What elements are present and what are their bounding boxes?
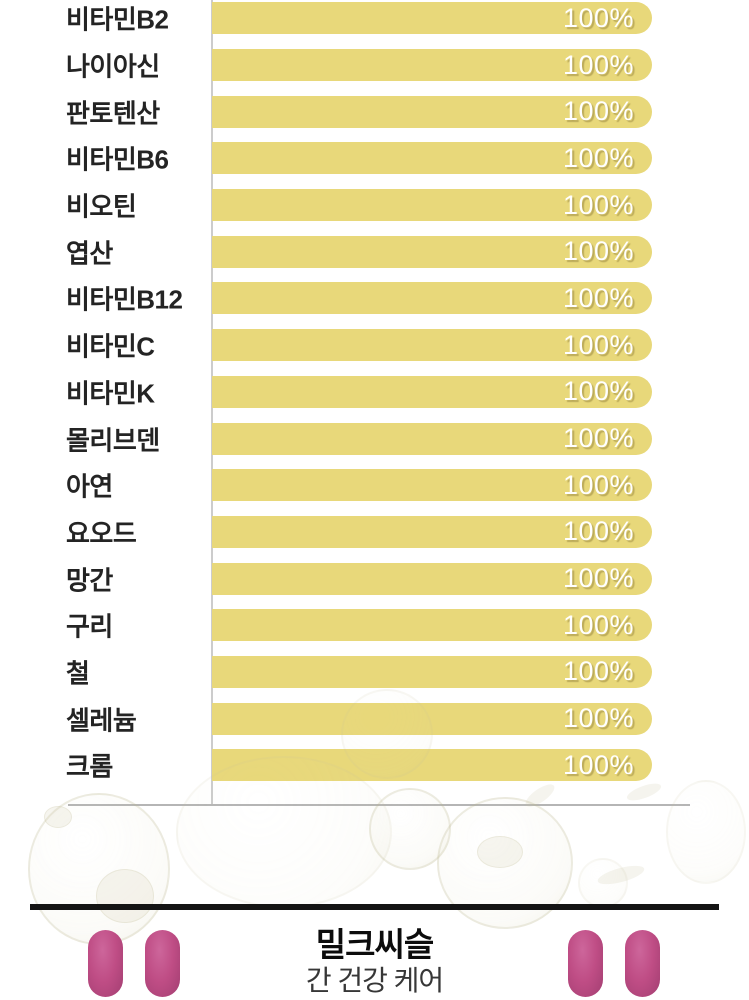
nutrient-value: 100%: [562, 96, 634, 127]
nutrient-label: 망간: [66, 565, 113, 596]
nutrient-value: 100%: [562, 749, 634, 780]
nutrient-label: 철: [66, 658, 90, 689]
nutrient-label: 비타민B2: [66, 4, 169, 35]
nutrient-label: 몰리브덴: [66, 425, 160, 456]
nutrient-bar: 100%: [212, 329, 652, 362]
nutrient-value: 100%: [562, 423, 634, 454]
chart-row: 비타민K 100%: [0, 369, 749, 416]
product-subtitle: 간 건강 케어: [305, 965, 444, 996]
nutrient-value: 100%: [562, 329, 634, 360]
nutrient-value: 100%: [562, 563, 634, 594]
nutrient-bar: 100%: [212, 749, 652, 782]
nutrient-bar: 100%: [212, 95, 652, 128]
chart-row: 아연 100%: [0, 462, 749, 509]
nutrient-label: 요오드: [66, 518, 137, 549]
pill-icon: [568, 930, 603, 997]
nutrient-value: 100%: [562, 282, 634, 313]
nutrient-label: 크롬: [66, 751, 113, 782]
nutrient-bar: 100%: [212, 702, 652, 735]
nutrient-label: 아연: [66, 471, 113, 502]
nutrient-value: 100%: [562, 469, 634, 500]
chart-row: 비타민B2 100%: [0, 0, 749, 42]
section-divider: [30, 904, 719, 910]
chart-row: 엽산 100%: [0, 228, 749, 275]
nutrient-bar: 100%: [212, 282, 652, 315]
nutrient-label: 구리: [66, 611, 113, 642]
chart-baseline: [68, 804, 690, 806]
nutrient-bar: 100%: [212, 422, 652, 455]
nutrient-value: 100%: [562, 516, 634, 547]
nutrient-value: 100%: [562, 656, 634, 687]
chart-row: 크롬 100%: [0, 742, 749, 789]
chart-row: 비오틴 100%: [0, 182, 749, 229]
nutrient-bar: 100%: [212, 515, 652, 548]
nutrient-value: 100%: [562, 2, 634, 33]
nutrient-label: 비타민B6: [66, 144, 169, 175]
nutrient-value: 100%: [562, 703, 634, 734]
nutrient-bar: 100%: [212, 49, 652, 82]
chart-row: 비타민B6 100%: [0, 135, 749, 182]
pill-icon: [625, 930, 660, 997]
nutrient-bar: 100%: [212, 469, 652, 502]
nutrient-label: 엽산: [66, 238, 113, 269]
chart-row: 철 100%: [0, 649, 749, 696]
nutrient-value: 100%: [562, 609, 634, 640]
nutrient-value: 100%: [562, 49, 634, 80]
nutrient-label: 셀레늄: [66, 705, 137, 736]
nutrient-label: 비타민C: [66, 331, 155, 362]
nutrient-label: 판토텐산: [66, 98, 160, 129]
nutrient-bar: 100%: [212, 235, 652, 268]
nutrient-label: 비타민B12: [66, 284, 183, 315]
product-title: 밀크씨슬: [315, 926, 434, 963]
chart-row: 비타민C 100%: [0, 322, 749, 369]
pill-icon: [88, 930, 123, 997]
chart-row: 망간 100%: [0, 555, 749, 602]
chart-row: 셀레늄 100%: [0, 695, 749, 742]
chart-rows: 비타민B2 100% 나이아신 100% 판토텐산 100% 비타민B6 100% 비오틴 100…: [0, 0, 749, 789]
nutrient-bar: 100%: [212, 655, 652, 688]
nutrient-label: 비오틴: [66, 191, 137, 222]
nutrient-bar: 100%: [212, 375, 652, 408]
chart-row: 비타민B12 100%: [0, 275, 749, 322]
nutrient-bar: 100%: [212, 2, 652, 35]
chart-row: 요오드 100%: [0, 509, 749, 556]
nutrient-value: 100%: [562, 376, 634, 407]
chart-row: 몰리브덴 100%: [0, 415, 749, 462]
nutrient-value: 100%: [562, 189, 634, 220]
nutrient-bar: 100%: [212, 609, 652, 642]
nutrient-value: 100%: [562, 236, 634, 267]
pill-icon: [145, 930, 180, 997]
chart-row: 판토텐산 100%: [0, 88, 749, 135]
nutrient-value: 100%: [562, 142, 634, 173]
chart-row: 나이아신 100%: [0, 42, 749, 89]
chart-row: 구리 100%: [0, 602, 749, 649]
nutrient-label: 나이아신: [66, 51, 160, 82]
nutrient-label: 비타민K: [66, 378, 155, 409]
nutrient-bar: 100%: [212, 189, 652, 222]
nutrient-bar: 100%: [212, 142, 652, 175]
nutrient-bar: 100%: [212, 562, 652, 595]
